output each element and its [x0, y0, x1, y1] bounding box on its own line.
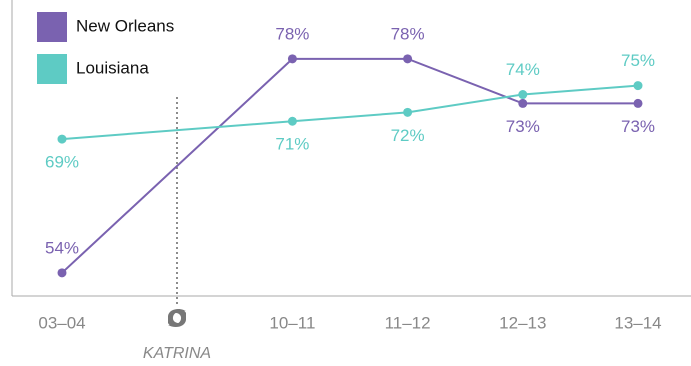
point	[403, 107, 413, 117]
value-label: 73%	[621, 117, 655, 136]
value-label: 74%	[506, 60, 540, 79]
legend-swatch	[37, 12, 67, 42]
x-tick-label: 10–11	[269, 313, 315, 332]
value-label: 71%	[275, 135, 309, 154]
point	[287, 116, 297, 126]
line	[61, 57, 638, 274]
annotation: KATRINA	[143, 345, 211, 362]
point	[287, 54, 297, 64]
hurricane-icon	[168, 308, 186, 328]
point	[57, 134, 67, 144]
value-label: 54%	[45, 238, 79, 257]
point	[403, 54, 413, 64]
value-label: 75%	[621, 51, 655, 70]
point	[633, 98, 643, 108]
value-label: 69%	[45, 153, 79, 172]
x-tick-label: 11–12	[385, 313, 431, 332]
value-label: 73%	[506, 117, 540, 136]
point	[518, 98, 528, 108]
value-label: 78%	[391, 24, 425, 43]
x-tick-label: 13–14	[614, 313, 661, 332]
line	[61, 84, 639, 141]
legend-label: New Orleans	[76, 16, 174, 35]
point	[518, 90, 528, 100]
x-tick-label: 12–13	[499, 313, 546, 332]
legend-label: Louisiana	[76, 58, 149, 77]
point	[633, 81, 643, 91]
value-label: 72%	[391, 126, 425, 145]
point	[57, 268, 67, 278]
legend-swatch	[37, 54, 67, 84]
value-label: 78%	[275, 24, 309, 43]
x-tick-label: 03–04	[38, 313, 85, 332]
